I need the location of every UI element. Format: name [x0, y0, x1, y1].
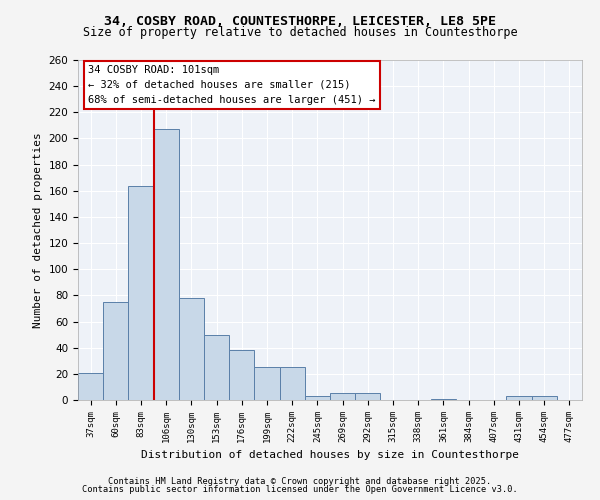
Bar: [103, 302, 128, 400]
Bar: [506, 396, 532, 400]
Bar: [78, 372, 103, 400]
Text: 34 COSBY ROAD: 101sqm
← 32% of detached houses are smaller (215)
68% of semi-det: 34 COSBY ROAD: 101sqm ← 32% of detached …: [88, 65, 376, 104]
Bar: [532, 396, 557, 400]
Bar: [431, 398, 456, 400]
Bar: [204, 334, 229, 400]
Text: Contains HM Land Registry data © Crown copyright and database right 2025.: Contains HM Land Registry data © Crown c…: [109, 477, 491, 486]
Bar: [179, 298, 204, 400]
Bar: [305, 396, 330, 400]
Text: 34, COSBY ROAD, COUNTESTHORPE, LEICESTER, LE8 5PE: 34, COSBY ROAD, COUNTESTHORPE, LEICESTER…: [104, 15, 496, 28]
Y-axis label: Number of detached properties: Number of detached properties: [33, 132, 43, 328]
Bar: [280, 368, 305, 400]
Bar: [229, 350, 254, 400]
Bar: [254, 368, 280, 400]
Bar: [330, 394, 355, 400]
Text: Contains public sector information licensed under the Open Government Licence v3: Contains public sector information licen…: [82, 485, 518, 494]
Text: Size of property relative to detached houses in Countesthorpe: Size of property relative to detached ho…: [83, 26, 517, 39]
Bar: [355, 394, 380, 400]
Bar: [154, 130, 179, 400]
X-axis label: Distribution of detached houses by size in Countesthorpe: Distribution of detached houses by size …: [141, 450, 519, 460]
Bar: [128, 186, 154, 400]
